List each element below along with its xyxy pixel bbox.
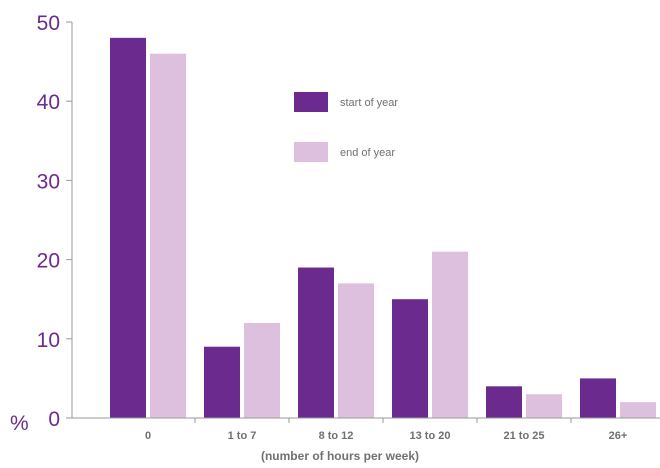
bars [110, 37, 656, 419]
bar-end-of-year [338, 283, 374, 418]
x-tick-label: 8 to 12 [319, 430, 354, 442]
legend-swatch-start-of-year [294, 92, 328, 112]
x-tick-label: 21 to 25 [504, 430, 545, 442]
bar-start-of-year [580, 378, 616, 418]
bar-start-of-year [204, 346, 240, 418]
bar-start-of-year [486, 386, 522, 418]
bar-end-of-year [432, 251, 468, 418]
legend: start of year end of year [294, 92, 398, 162]
legend-label: end of year [340, 147, 395, 159]
y-tick-label: 20 [37, 250, 60, 273]
bar-start-of-year [110, 37, 146, 419]
y-tick-label: 50 [37, 12, 60, 35]
y-tick-label: 40 [37, 91, 60, 114]
y-tick-label: 10 [37, 329, 60, 352]
x-axis: 0 1 to 7 8 to 12 13 to 20 21 to 25 26+ [72, 417, 660, 442]
y-tick-label: 0 [48, 408, 60, 431]
legend-swatch-end-of-year [294, 142, 328, 162]
legend-label: start of year [340, 97, 398, 109]
y-axis-label: % [10, 412, 29, 435]
y-tick-label: 30 [37, 170, 60, 193]
bar-end-of-year [620, 402, 656, 418]
x-tick-label: 1 to 7 [228, 430, 257, 442]
x-tick-label: 13 to 20 [410, 430, 451, 442]
bar-end-of-year [244, 322, 280, 418]
x-axis-label: (number of hours per week) [261, 449, 419, 463]
bar-start-of-year [392, 299, 428, 418]
bar-start-of-year [298, 267, 334, 418]
bar-end-of-year [526, 394, 562, 418]
bar-end-of-year [150, 53, 186, 419]
y-axis: 0 10 20 30 40 50 [37, 12, 73, 431]
x-tick-label: 0 [145, 430, 151, 442]
x-tick-label: 26+ [609, 430, 628, 442]
